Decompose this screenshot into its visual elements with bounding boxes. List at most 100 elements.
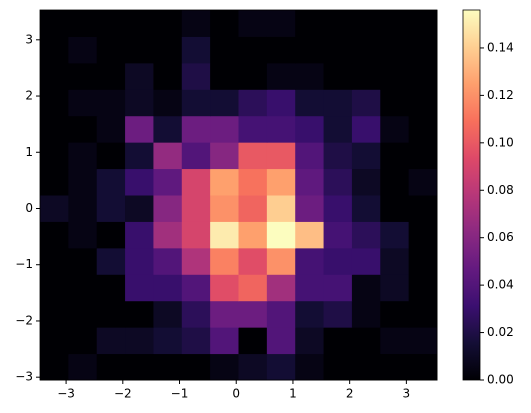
cell xyxy=(266,36,296,64)
cell xyxy=(181,142,211,170)
cell xyxy=(408,115,438,143)
cell xyxy=(266,247,296,275)
cell xyxy=(153,89,183,117)
cell xyxy=(96,274,126,302)
cell xyxy=(380,89,410,117)
cell xyxy=(351,195,381,222)
cell xyxy=(408,353,438,381)
cell xyxy=(40,142,69,170)
cell xyxy=(125,221,154,249)
cell xyxy=(351,62,381,90)
cell xyxy=(238,142,268,170)
cell xyxy=(351,353,381,381)
cell xyxy=(153,36,183,64)
cell xyxy=(351,247,381,275)
y-tick-label: 0 xyxy=(25,201,33,215)
cell xyxy=(295,353,325,381)
cell xyxy=(125,115,154,143)
cell xyxy=(295,142,325,170)
cell xyxy=(408,247,438,275)
cell xyxy=(408,327,438,355)
cell xyxy=(40,195,69,222)
cell xyxy=(181,115,211,143)
cell xyxy=(408,300,438,328)
cell xyxy=(380,327,410,355)
cell xyxy=(323,300,353,328)
cell xyxy=(380,168,410,196)
cell xyxy=(238,195,268,222)
cell xyxy=(295,62,325,90)
cell xyxy=(408,195,438,222)
cell xyxy=(266,221,296,249)
x-tick-label: −2 xyxy=(114,387,132,401)
cell xyxy=(125,353,154,381)
cell xyxy=(210,327,239,355)
cell xyxy=(238,221,268,249)
cell xyxy=(40,221,69,249)
cell xyxy=(323,327,353,355)
cell xyxy=(96,300,126,328)
cell xyxy=(68,195,98,222)
cell xyxy=(40,327,69,355)
cell xyxy=(408,142,438,170)
cell xyxy=(351,300,381,328)
cell xyxy=(96,195,126,222)
cell xyxy=(408,274,438,302)
cell xyxy=(40,10,69,37)
cell xyxy=(153,142,183,170)
colorbar-tick-label: 0.04 xyxy=(487,278,514,292)
cell xyxy=(68,221,98,249)
cell xyxy=(380,353,410,381)
colorbar-tick-label: 0.14 xyxy=(487,40,514,54)
cell xyxy=(323,10,353,37)
cell xyxy=(125,168,154,196)
cell xyxy=(40,353,69,381)
cell xyxy=(40,115,69,143)
cell xyxy=(295,300,325,328)
cell xyxy=(181,195,211,222)
cell xyxy=(351,142,381,170)
cell xyxy=(96,327,126,355)
cell xyxy=(181,274,211,302)
cell xyxy=(40,300,69,328)
cell xyxy=(210,168,239,196)
cell xyxy=(323,195,353,222)
cell xyxy=(238,353,268,381)
cell xyxy=(238,247,268,275)
cell xyxy=(351,221,381,249)
cell xyxy=(68,274,98,302)
cell xyxy=(210,300,239,328)
cell xyxy=(181,36,211,64)
cell xyxy=(238,62,268,90)
cell xyxy=(408,10,438,37)
cell xyxy=(266,115,296,143)
cell xyxy=(40,247,69,275)
cell xyxy=(153,168,183,196)
cell xyxy=(210,10,239,37)
cell xyxy=(351,168,381,196)
y-tick-label: 2 xyxy=(25,89,33,103)
cell xyxy=(181,221,211,249)
cell xyxy=(125,327,154,355)
cell xyxy=(408,221,438,249)
cell xyxy=(408,168,438,196)
x-tick-label: 3 xyxy=(403,387,411,401)
cell xyxy=(96,142,126,170)
cell xyxy=(380,300,410,328)
cell xyxy=(181,300,211,328)
cell xyxy=(238,168,268,196)
cell xyxy=(153,195,183,222)
cell xyxy=(238,89,268,117)
cell xyxy=(210,353,239,381)
cell xyxy=(351,327,381,355)
cell xyxy=(408,89,438,117)
y-tick-label: −3 xyxy=(15,370,33,384)
cell xyxy=(266,300,296,328)
cell xyxy=(266,353,296,381)
cell xyxy=(125,89,154,117)
cell xyxy=(68,62,98,90)
cell xyxy=(68,36,98,64)
cell xyxy=(351,10,381,37)
cell xyxy=(323,274,353,302)
cell xyxy=(238,300,268,328)
